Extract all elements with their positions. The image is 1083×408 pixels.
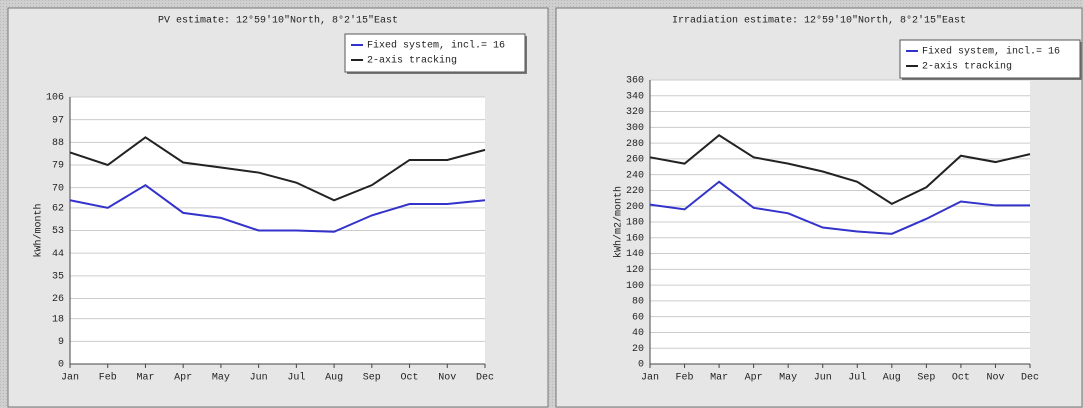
y-tick-label: 120	[626, 265, 644, 276]
x-tick-label: Feb	[99, 372, 117, 384]
x-tick-label: Feb	[676, 372, 694, 384]
y-tick-label: 70	[52, 183, 64, 194]
x-tick-label: Jul	[287, 372, 305, 384]
y-tick-label: 60	[632, 312, 644, 323]
y-tick-label: 140	[626, 249, 644, 260]
y-tick-label: 26	[52, 294, 64, 305]
y-tick-label: 97	[52, 115, 64, 126]
y-tick-label: 79	[52, 161, 64, 172]
legend-label: Fixed system, incl.= 16	[922, 46, 1060, 58]
y-tick-label: 53	[52, 226, 64, 237]
y-tick-label: 35	[52, 271, 64, 282]
x-tick-label: Oct	[952, 373, 970, 384]
x-tick-label: Dec	[476, 373, 494, 384]
legend-label: 2-axis tracking	[922, 61, 1012, 73]
x-tick-label: Jun	[814, 373, 832, 384]
y-tick-label: 300	[626, 123, 644, 134]
x-tick-label: Aug	[325, 373, 343, 384]
chart-title: PV estimate: 12°59'10"North, 8°2'15"East	[158, 15, 398, 27]
y-tick-label: 320	[626, 107, 644, 118]
y-tick-label: 106	[46, 93, 64, 104]
series-line	[69, 136, 486, 202]
y-tick-label: 20	[632, 344, 644, 355]
series-line	[69, 183, 486, 233]
x-tick-label: Oct	[401, 373, 419, 384]
x-tick-label: Mar	[710, 373, 728, 384]
y-tick-label: 280	[626, 139, 644, 150]
x-tick-label: Jul	[848, 372, 866, 384]
y-tick-label: 180	[626, 218, 644, 229]
y-tick-label: 240	[626, 170, 644, 181]
y-tick-label: 44	[52, 249, 64, 260]
x-tick-label: May	[212, 373, 230, 384]
series-line	[649, 180, 1030, 235]
x-tick-label: Jun	[250, 373, 268, 384]
y-tick-label: 200	[626, 202, 644, 213]
legend	[899, 39, 1081, 79]
x-tick-label: Apr	[745, 373, 763, 384]
x-tick-label: Jan	[61, 373, 79, 384]
y-tick-label: 9	[58, 337, 64, 348]
y-tick-label: 160	[626, 233, 644, 244]
y-tick-label: 88	[52, 138, 64, 149]
legend	[344, 33, 526, 73]
x-tick-label: Dec	[1021, 373, 1039, 384]
y-tick-label: 62	[52, 203, 64, 214]
series-line	[649, 133, 1031, 205]
y-tick-label: 80	[632, 297, 644, 308]
y-tick-label: 360	[626, 76, 644, 87]
y-tick-label: 0	[58, 360, 64, 371]
y-axis-label: kWh/month	[33, 203, 45, 257]
x-tick-label: Aug	[883, 373, 901, 384]
y-tick-label: 220	[626, 186, 644, 197]
x-tick-label: Nov	[438, 373, 456, 384]
y-axis-label: kWh/m2/month	[613, 186, 625, 258]
y-tick-label: 0	[638, 360, 644, 371]
x-tick-label: Nov	[986, 373, 1004, 384]
x-tick-label: May	[779, 373, 797, 384]
y-tick-label: 340	[626, 91, 644, 102]
y-tick-label: 40	[632, 328, 644, 339]
x-tick-label: Jan	[641, 373, 659, 384]
legend-label: 2-axis tracking	[367, 55, 457, 67]
y-tick-label: 18	[52, 314, 64, 325]
y-tick-label: 100	[626, 281, 644, 292]
legend-label: Fixed system, incl.= 16	[367, 40, 505, 52]
x-tick-label: Sep	[917, 373, 935, 384]
y-tick-label: 260	[626, 155, 644, 166]
x-tick-label: Mar	[136, 373, 154, 384]
x-tick-label: Sep	[363, 373, 381, 384]
chart-title: Irradiation estimate: 12°59'10"North, 8°…	[672, 15, 966, 27]
x-tick-label: Apr	[174, 373, 192, 384]
